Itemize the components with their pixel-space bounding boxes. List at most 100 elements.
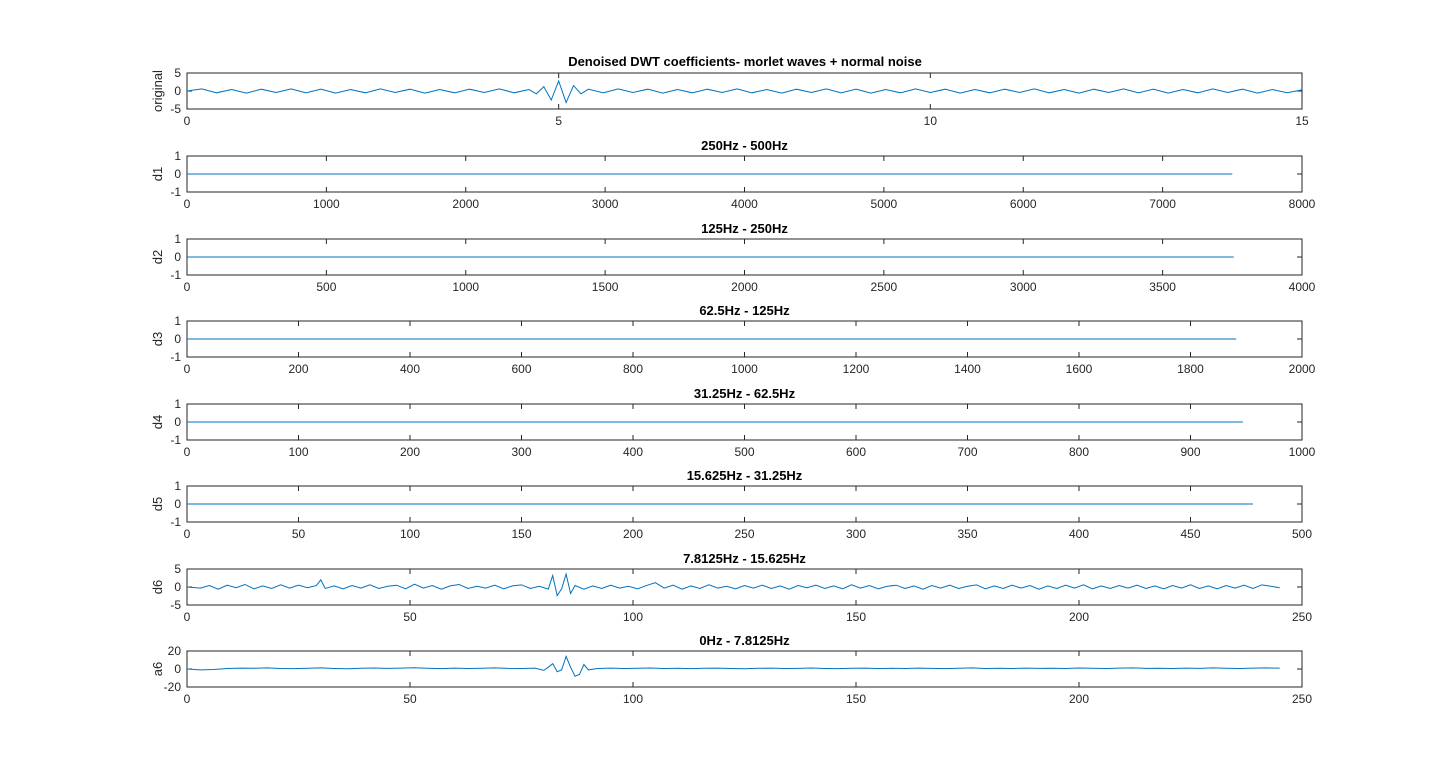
x-tick-label: 1000: [452, 280, 479, 294]
x-tick-label: 400: [1069, 527, 1089, 541]
y-tick-label: 0: [174, 167, 181, 181]
x-tick-label: 150: [846, 692, 866, 706]
x-tick-label: 1500: [592, 280, 619, 294]
series-line: [186, 654, 1280, 677]
x-tick-label: 1000: [1289, 445, 1316, 459]
x-tick-label: 900: [1180, 445, 1200, 459]
y-axis-label: d2: [150, 250, 165, 264]
x-tick-label: 4000: [1289, 280, 1316, 294]
x-tick-label: 1000: [731, 362, 758, 376]
x-tick-label: 0: [184, 114, 191, 128]
subplot-d3: 62.5Hz - 125Hz d3 0 200 400 600 800 1000 1200 140…: [150, 303, 1316, 376]
x-tick-label: 0: [184, 610, 191, 624]
x-tick-label: 1600: [1066, 362, 1093, 376]
x-tick-label: 50: [403, 610, 417, 624]
x-tick-label: 2500: [871, 280, 898, 294]
x-tick-label: 400: [400, 362, 420, 376]
y-tick-label: 5: [174, 66, 181, 80]
x-tick-label: 600: [846, 445, 866, 459]
x-tick-label: 3000: [592, 197, 619, 211]
subplot-title: 15.625Hz - 31.25Hz: [687, 468, 803, 483]
x-tick-label: 800: [623, 362, 643, 376]
subplot-d4: 31.25Hz - 62.5Hz d4 0 100 200 300 400 500 600 700…: [150, 386, 1316, 459]
x-tick-label: 400: [623, 445, 643, 459]
y-axis-label: d4: [150, 415, 165, 429]
x-tick-label: 1400: [954, 362, 981, 376]
x-tick-label: 50: [403, 692, 417, 706]
y-tick-label: -1: [170, 350, 181, 364]
x-tick-label: 250: [1292, 692, 1312, 706]
x-tick-label: 100: [623, 692, 643, 706]
x-tick-label: 800: [1069, 445, 1089, 459]
x-tick-label: 1200: [843, 362, 870, 376]
y-axis-label: d1: [150, 167, 165, 181]
x-tick-label: 2000: [1289, 362, 1316, 376]
x-tick-label: 10: [924, 114, 938, 128]
x-tick-label: 600: [511, 362, 531, 376]
x-tick-label: 4000: [731, 197, 758, 211]
y-axis-label: d3: [150, 332, 165, 346]
x-tick-label: 7000: [1149, 197, 1176, 211]
x-tick-label: 0: [184, 445, 191, 459]
series-line: [186, 572, 1280, 597]
y-tick-label: -5: [170, 102, 181, 116]
x-tick-label: 200: [1069, 692, 1089, 706]
x-tick-label: 0: [184, 362, 191, 376]
y-tick-label: 1: [174, 479, 181, 493]
x-tick-label: 200: [623, 527, 643, 541]
x-tick-label: 500: [734, 445, 754, 459]
x-tick-label: 50: [292, 527, 306, 541]
subplot-title: 7.8125Hz - 15.625Hz: [683, 551, 806, 566]
subplot-d2: 125Hz - 250Hz d2 0 500 1000 1500 2000 2500 3000 3…: [150, 221, 1316, 294]
subplot-d5: 15.625Hz - 31.25Hz d5 0 50 100 150 200 250 300 35…: [150, 468, 1312, 541]
x-tick-label: 100: [400, 527, 420, 541]
y-tick-label: 1: [174, 232, 181, 246]
y-axis-label: d6: [150, 580, 165, 594]
y-tick-label: 1: [174, 149, 181, 163]
x-tick-label: 300: [511, 445, 531, 459]
y-axis-label: original: [150, 70, 165, 112]
x-tick-label: 5: [555, 114, 562, 128]
y-axis-label: a6: [150, 662, 165, 676]
y-tick-label: -5: [170, 598, 181, 612]
figure-title: Denoised DWT coefficients- morlet waves …: [568, 54, 922, 69]
axes-box: [186, 568, 1303, 606]
x-tick-label: 0: [184, 692, 191, 706]
x-tick-label: 100: [623, 610, 643, 624]
x-tick-label: 150: [846, 610, 866, 624]
x-tick-label: 5000: [871, 197, 898, 211]
x-tick-label: 1800: [1177, 362, 1204, 376]
y-tick-label: 20: [168, 644, 182, 658]
y-tick-label: 1: [174, 397, 181, 411]
x-tick-label: 0: [184, 527, 191, 541]
x-tick-label: 2000: [731, 280, 758, 294]
x-tick-label: 500: [316, 280, 336, 294]
y-tick-label: 1: [174, 314, 181, 328]
y-tick-label: 0: [174, 84, 181, 98]
y-tick-label: 5: [174, 562, 181, 576]
y-tick-label: 0: [174, 580, 181, 594]
y-tick-label: 0: [174, 662, 181, 676]
x-tick-label: 3000: [1010, 280, 1037, 294]
x-tick-label: 450: [1180, 527, 1200, 541]
x-tick-label: 2000: [452, 197, 479, 211]
x-tick-label: 150: [511, 527, 531, 541]
y-tick-label: -1: [170, 185, 181, 199]
x-tick-label: 200: [1069, 610, 1089, 624]
subplot-title: 31.25Hz - 62.5Hz: [694, 386, 796, 401]
y-axis-label: d5: [150, 497, 165, 511]
subplot-d1: 250Hz - 500Hz d1 0 1000 2000 3000 4000 5000 6000…: [150, 138, 1316, 211]
x-tick-label: 8000: [1289, 197, 1316, 211]
subplot-title: 0Hz - 7.8125Hz: [699, 633, 790, 648]
y-tick-label: -1: [170, 268, 181, 282]
x-tick-label: 300: [846, 527, 866, 541]
x-tick-label: 700: [957, 445, 977, 459]
x-tick-label: 250: [1292, 610, 1312, 624]
y-tick-label: 0: [174, 497, 181, 511]
y-tick-label: -1: [170, 515, 181, 529]
